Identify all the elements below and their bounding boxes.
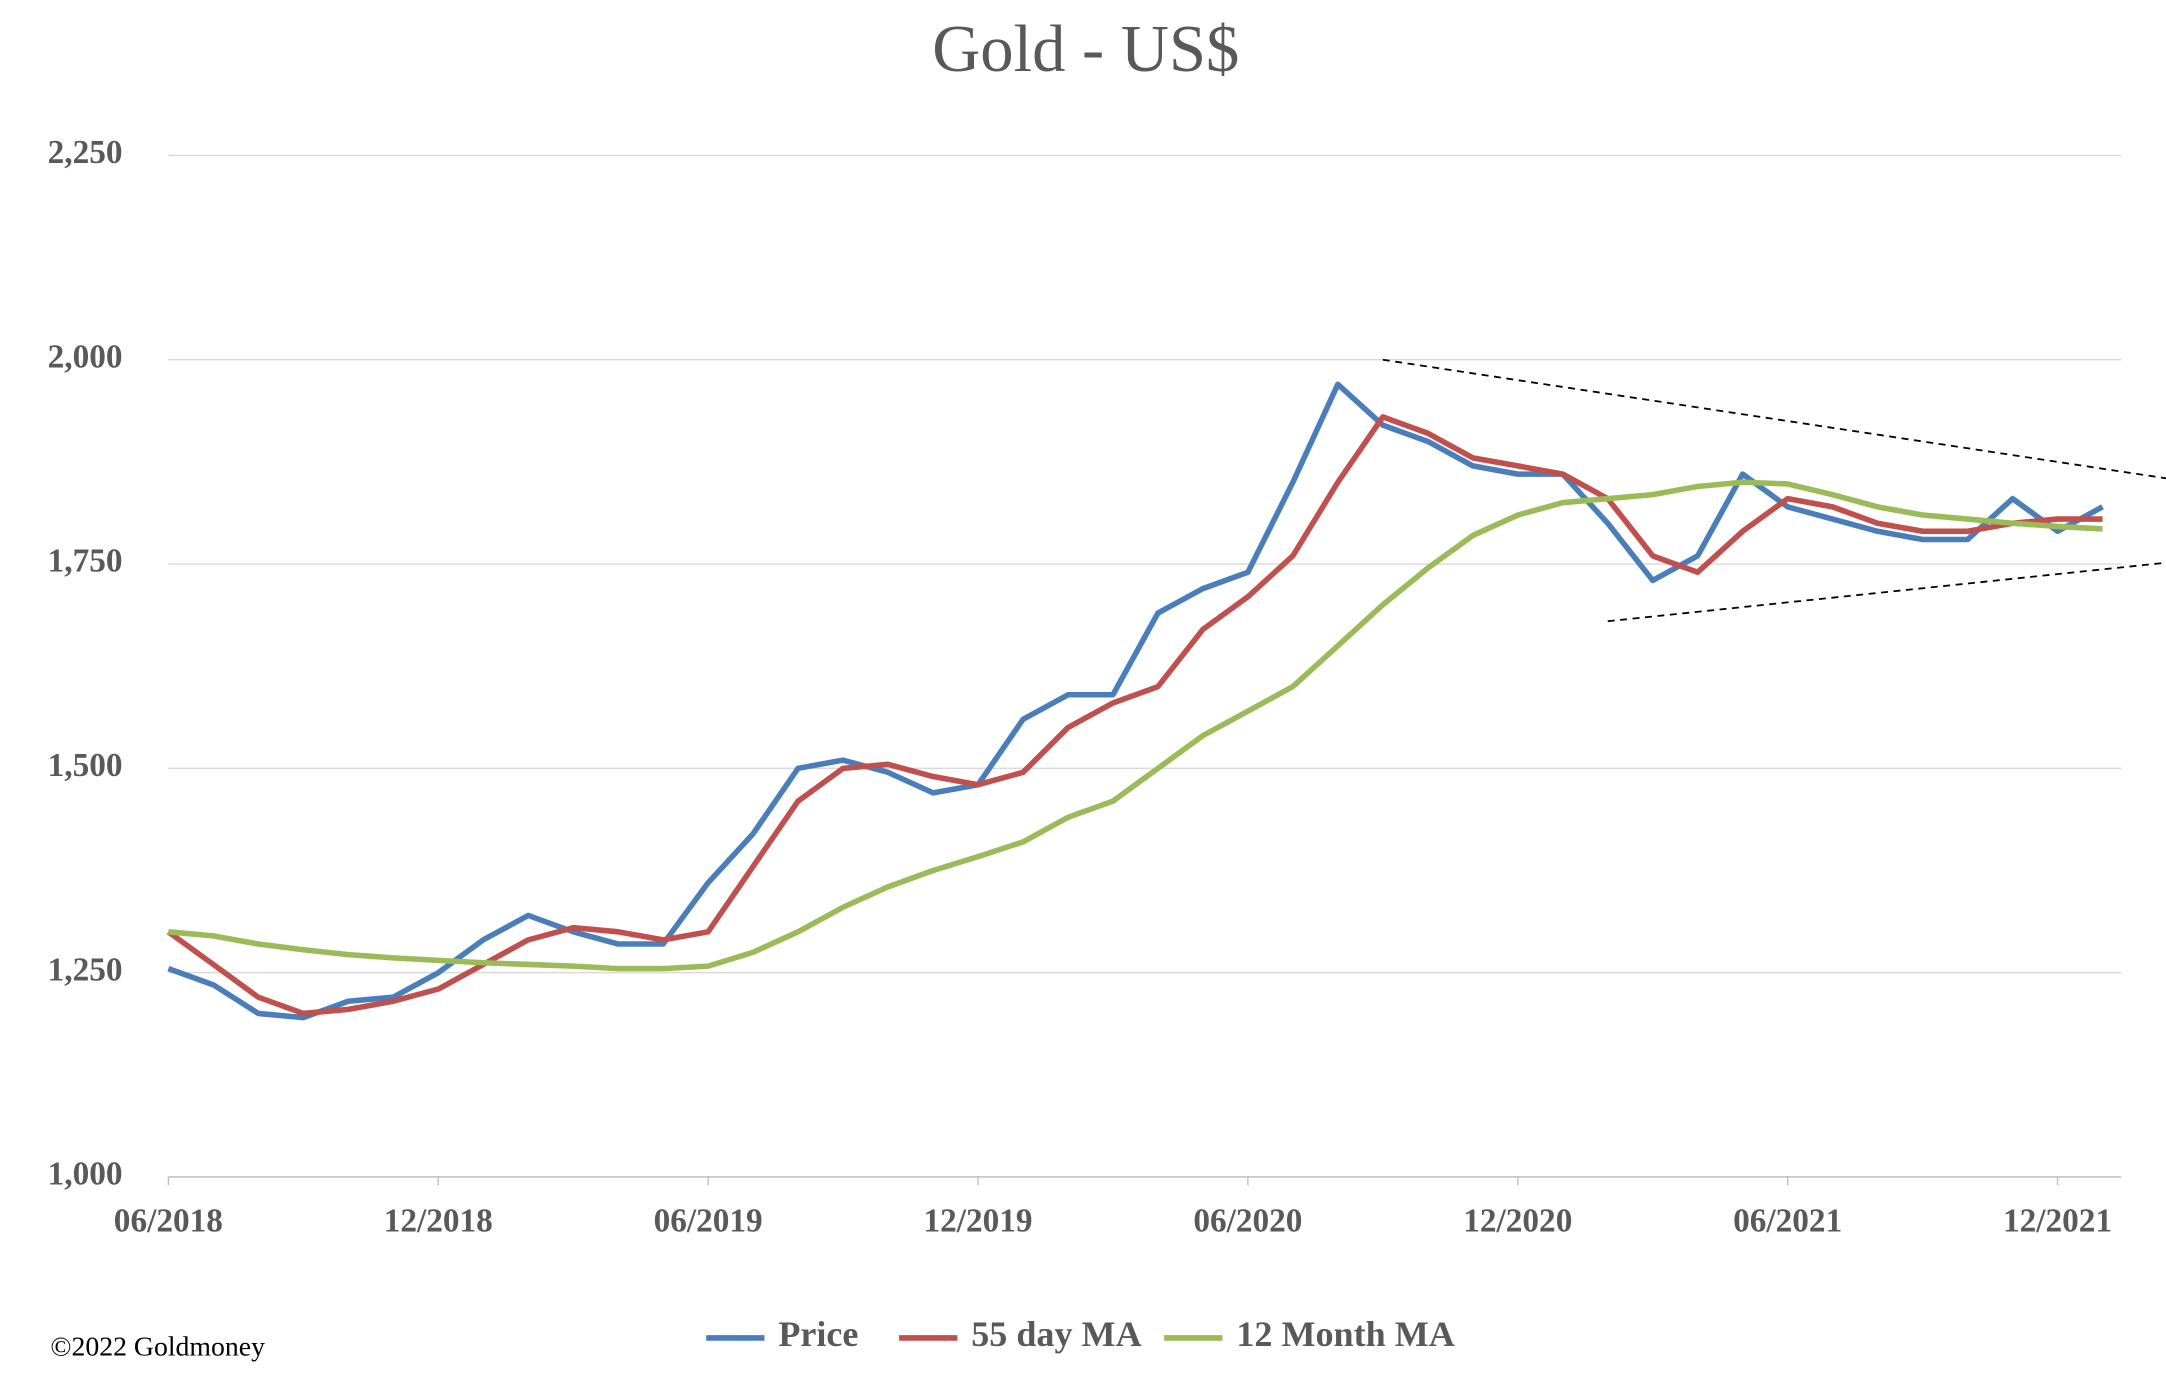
legend-label: 12 Month MA bbox=[1236, 1314, 1454, 1354]
footer: ©2022 Goldmoney bbox=[50, 1331, 265, 1362]
x-tick-label: 06/2019 bbox=[654, 1203, 763, 1240]
chart-title: Gold - US$ bbox=[932, 13, 1239, 86]
legend-label: Price bbox=[778, 1314, 858, 1354]
y-tick-label: 2,250 bbox=[48, 134, 123, 171]
x-tick-label: 12/2021 bbox=[2003, 1203, 2112, 1240]
x-tick-label: 06/2020 bbox=[1193, 1203, 1302, 1240]
y-tick-label: 2,000 bbox=[48, 338, 123, 375]
x-tick-label: 06/2021 bbox=[1733, 1203, 1842, 1240]
series-line bbox=[166, 414, 2103, 1017]
x-tick-label: 12/2019 bbox=[923, 1203, 1032, 1240]
series-line bbox=[167, 381, 2104, 1021]
x-tick-label: 12/2018 bbox=[384, 1203, 493, 1240]
y-tick-label: 1,000 bbox=[48, 1156, 123, 1193]
trend-line bbox=[1607, 561, 2166, 623]
y-tick-label: 1,500 bbox=[48, 747, 123, 784]
y-tick-label: 1,250 bbox=[48, 951, 123, 988]
legend-label: 55 day MA bbox=[971, 1314, 1141, 1354]
x-tick-label: 06/2018 bbox=[114, 1203, 223, 1240]
x-tick-label: 12/2020 bbox=[1463, 1203, 1572, 1240]
series-line bbox=[168, 479, 2103, 972]
y-tick-label: 1,750 bbox=[48, 543, 123, 580]
